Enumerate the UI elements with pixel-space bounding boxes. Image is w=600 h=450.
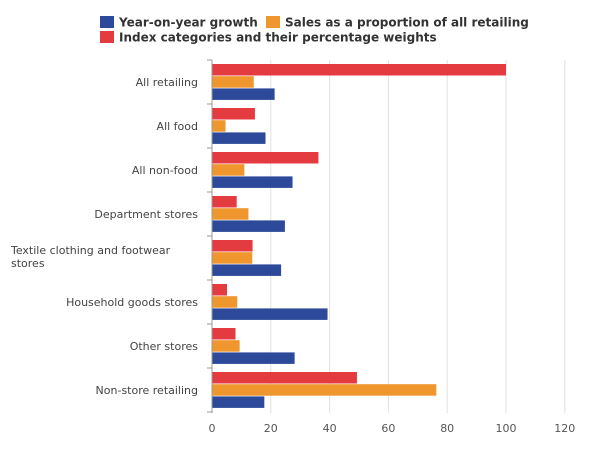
bar [212,240,253,252]
bar [212,264,282,276]
bar [212,132,266,144]
legend-label: Sales as a proportion of all retailing [285,16,529,30]
bar [212,88,275,100]
bar [212,284,227,296]
bars [212,64,506,408]
category-label: Other stores [130,340,199,353]
bar [212,340,240,352]
bar [212,76,254,88]
x-tick-label: 100 [496,422,517,435]
bar [212,108,255,120]
legend-label: Index categories and their percentage we… [119,31,437,45]
legend-swatch [100,16,114,28]
category-label: Department stores [94,208,198,221]
category-label: All food [157,120,198,133]
bar [212,176,293,188]
bar [212,296,238,308]
category-label: All retailing [136,76,198,89]
bar [212,252,253,264]
x-tick-label: 40 [323,422,337,435]
bar [212,64,506,76]
x-tick-label: 120 [554,422,575,435]
axes: All retailing All food All non-food Departm… [10,59,575,435]
bar [212,120,226,132]
category-label: Household goods stores [66,296,198,309]
bar [212,384,437,396]
legend-label: Year-on-year growth [118,16,258,30]
bar [212,164,245,176]
bar [212,328,236,340]
bar [212,196,237,208]
bar [212,152,319,164]
x-tick-label: 80 [440,422,454,435]
category-label: Non-store retailing [96,384,198,397]
legend-swatch [266,16,280,28]
bar [212,220,285,232]
x-tick-label: 60 [381,422,395,435]
x-tick-label: 0 [209,422,216,435]
grid [270,60,566,413]
bar [212,396,265,408]
bar [212,352,295,364]
bar [212,208,249,220]
category-label: Textile clothing and footwear stores [10,244,171,270]
legend: Year-on-year growth Sales as a proportion… [100,16,529,45]
legend-swatch [100,31,114,43]
x-tick-label: 20 [264,422,278,435]
bar [212,308,328,320]
category-label: All non-food [132,164,198,177]
bar [212,372,357,384]
